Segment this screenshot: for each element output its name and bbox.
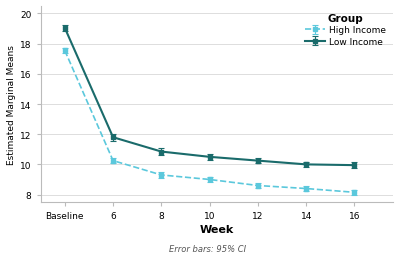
Text: Error bars: 95% CI: Error bars: 95% CI [170,245,246,253]
X-axis label: Week: Week [200,225,234,234]
Legend: High Income, Low Income: High Income, Low Income [303,11,388,49]
Y-axis label: Estimated Marginal Means: Estimated Marginal Means [7,45,16,164]
